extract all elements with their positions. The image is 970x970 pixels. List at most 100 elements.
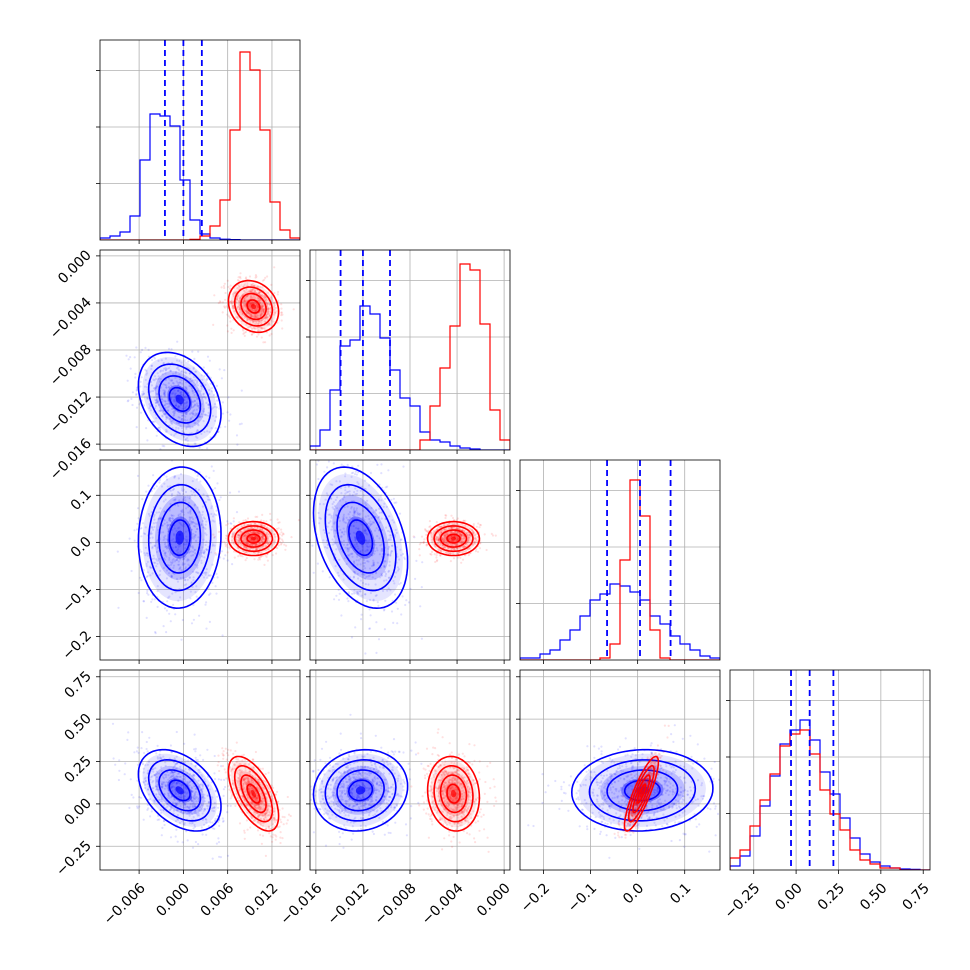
sample-point-blue [379, 544, 382, 547]
sample-point-blue [169, 403, 172, 406]
sample-point-red [276, 518, 279, 521]
sample-point-blue [192, 618, 195, 621]
sample-point-blue [342, 518, 345, 521]
sample-point-blue [186, 780, 189, 784]
sample-point-blue [318, 502, 322, 506]
panel-2-0: −0.2−0.10.00.1 [59, 459, 301, 664]
sample-point-red [443, 534, 446, 537]
y-tick-label: 0.1 [68, 487, 95, 514]
sample-point-blue [181, 427, 184, 430]
contour-blue [158, 501, 202, 574]
sample-point-red [239, 554, 242, 558]
sample-point-blue [161, 826, 164, 830]
sample-point-blue [376, 549, 379, 552]
sample-point-blue [372, 563, 375, 566]
sample-point-red [257, 329, 260, 332]
sample-point-red [265, 313, 268, 316]
sample-point-blue [187, 559, 190, 562]
sample-point-blue [155, 540, 158, 543]
sample-point-blue [186, 791, 190, 794]
sample-point-blue [333, 535, 336, 538]
sample-point-red [443, 540, 446, 544]
sample-point-blue [191, 846, 195, 849]
sample-point-blue [139, 411, 143, 414]
sample-point-blue [322, 503, 325, 506]
sample-point-blue [181, 407, 184, 410]
sample-point-blue [192, 554, 195, 557]
sample-point-blue [372, 599, 375, 602]
sample-point-red [263, 294, 266, 298]
sample-point-blue [197, 798, 200, 801]
sample-point-blue [178, 499, 181, 502]
sample-point-blue [158, 573, 161, 577]
sample-point-blue [137, 591, 140, 595]
sample-point-blue [196, 405, 199, 408]
sample-point-blue [162, 776, 165, 779]
sample-point-blue [154, 561, 157, 564]
sample-point-blue [181, 508, 184, 511]
sample-point-blue [206, 576, 209, 580]
sample-point-red [264, 545, 267, 548]
sample-point-red [474, 537, 477, 540]
sample-point-blue [136, 746, 139, 749]
sample-point-red [247, 311, 250, 314]
sample-point-blue [389, 534, 392, 537]
sample-point-blue [189, 380, 193, 383]
sample-point-red [249, 288, 253, 291]
sample-point-red [456, 527, 459, 531]
sample-point-blue [194, 750, 197, 753]
sample-point-blue [354, 493, 357, 496]
sample-point-blue [167, 550, 170, 553]
sample-point-blue [208, 359, 211, 362]
sample-point-red [256, 316, 259, 319]
sample-point-blue [144, 554, 147, 557]
sample-point-blue [153, 544, 157, 548]
sample-point-red [262, 308, 265, 311]
sample-point-red [231, 304, 234, 307]
sample-point-blue [165, 475, 168, 478]
sample-point-blue [346, 544, 349, 547]
sample-point-blue [333, 522, 336, 525]
sample-point-red [246, 318, 249, 322]
sample-point-blue [182, 497, 185, 500]
sample-point-blue [192, 367, 195, 370]
sample-point-blue [364, 652, 367, 655]
sample-point-red [441, 539, 444, 542]
sample-point-blue [167, 547, 171, 550]
sample-point-blue [164, 420, 167, 424]
sample-point-blue [185, 540, 188, 543]
sample-point-red [257, 291, 261, 294]
sample-point-red [465, 550, 468, 553]
sample-point-blue [174, 835, 177, 838]
sample-point-blue [142, 818, 145, 821]
panel-frame [99, 39, 301, 241]
sample-point-blue [172, 564, 176, 567]
sample-point-red [249, 302, 252, 305]
sample-point-red [265, 520, 268, 523]
sample-point-red [243, 334, 246, 337]
sample-point-red [249, 301, 252, 304]
sample-point-red [452, 523, 455, 526]
sample-point-blue [353, 544, 356, 547]
sample-point-red [249, 295, 253, 298]
sample-point-blue [157, 517, 160, 520]
sample-point-blue [228, 491, 232, 494]
sample-point-red [463, 550, 466, 553]
sample-point-blue [147, 512, 150, 516]
sample-point-red [255, 537, 258, 540]
sample-point-red [459, 556, 462, 559]
sample-point-blue [145, 616, 148, 620]
sample-point-blue [139, 385, 142, 388]
sample-point-blue [353, 562, 356, 565]
sample-point-red [455, 543, 458, 547]
sample-point-blue [172, 499, 175, 502]
sample-point-blue [331, 525, 334, 528]
sample-point-blue [184, 566, 187, 569]
sample-point-blue [366, 549, 369, 552]
sample-point-blue [165, 428, 168, 431]
sample-point-blue [166, 547, 169, 550]
sample-point-red [247, 542, 250, 546]
sample-point-red [255, 335, 259, 338]
sample-point-blue [193, 733, 196, 736]
sample-point-blue [332, 451, 334, 453]
